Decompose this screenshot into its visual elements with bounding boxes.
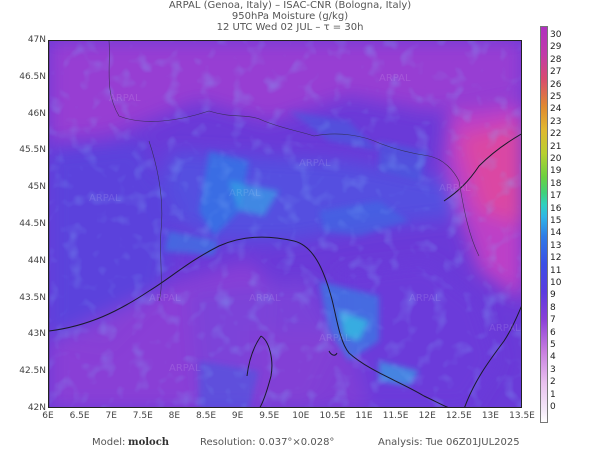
watermark: ARPAL: [439, 183, 471, 194]
lon-tick-label: 7.5E: [132, 411, 153, 421]
footer-analysis: Analysis: Tue 06Z01JUL2025: [378, 437, 520, 448]
colorbar-tick-label: 10: [550, 278, 562, 288]
colorbar-tick-label: 23: [550, 116, 562, 127]
colorbar-tick-label: 19: [550, 166, 562, 177]
lon-tick-label: 9E: [231, 411, 244, 421]
colorbar-tick-label: 21: [550, 141, 562, 152]
colorbar-tick-label: 16: [550, 203, 562, 214]
colorbar-tick-label: 7: [550, 315, 556, 326]
colorbar-tick-label: 28: [550, 54, 562, 65]
header-title-line1: ARPAL (Genoa, Italy) – ISAC-CNR (Bologna…: [168, 0, 412, 11]
colorbar-tick-label: 29: [550, 42, 562, 53]
watermark: ARPAL: [319, 333, 351, 344]
lon-tick-label: 13E: [481, 411, 499, 421]
colorbar-tick-label: 5: [550, 340, 556, 350]
lat-tick-label: 45N: [27, 182, 46, 193]
footer-resolution: Resolution: 0.037°×0.028°: [200, 437, 335, 448]
lat-tick-label: 43.5N: [19, 292, 46, 303]
watermark: ARPAL: [229, 188, 261, 199]
lon-tick-label: 11.5E: [382, 411, 409, 421]
field-texture: [49, 41, 521, 407]
moisture-map[interactable]: ARPAL ARPAL ARPAL ARPAL ARPAL ARPAL ARPAL ARPAL…: [48, 40, 522, 408]
lat-tick-label: 45.5N: [19, 145, 46, 156]
lat-tick-label: 46.5N: [19, 71, 46, 82]
lon-tick-label: 10.5E: [319, 411, 346, 421]
colorbar-tick-label: 11: [550, 265, 562, 276]
watermark: ARPAL: [89, 193, 121, 204]
header-title-line3: 12 UTC Wed 02 JUL – τ = 30h: [216, 22, 364, 33]
colorbar: [540, 26, 548, 423]
lon-tick-label: 7E: [105, 411, 117, 421]
lat-tick-label: 46N: [27, 108, 46, 119]
colorbar-tick-label: 24: [550, 104, 562, 115]
lon-tick-label: 13.5E: [509, 411, 535, 421]
lon-tick-label: 12E: [418, 411, 436, 421]
lat-tick-label: 47N: [27, 35, 46, 45]
colorbar-tick-label: 4: [550, 352, 556, 363]
borders: [49, 41, 480, 407]
lon-tick-label: 6.5E: [69, 411, 90, 421]
colorbar-tick-label: 14: [550, 228, 562, 239]
lon-tick-label: 6E: [42, 411, 54, 421]
lon-tick-label: 8E: [168, 411, 181, 421]
colorbar-tick-label: 30: [550, 30, 562, 40]
lon-tick-label: 10E: [292, 411, 310, 421]
colorbar-tick-label: 27: [550, 67, 562, 78]
colorbar-tick-label: 26: [550, 79, 562, 90]
colorbar-tick-label: 0: [550, 402, 556, 412]
moisture-field: ARPAL ARPAL ARPAL ARPAL ARPAL ARPAL ARPAL ARPAL…: [49, 41, 521, 407]
watermark: ARPAL: [299, 158, 331, 169]
colorbar-tick-label: 12: [550, 253, 562, 264]
footer-model-name: moloch: [128, 437, 170, 448]
colorbar-tick-label: 2: [550, 377, 556, 388]
colorbar-tick-label: 15: [550, 216, 562, 226]
colorbar-tick-label: 20: [550, 154, 562, 164]
lat-tick-label: 43N: [27, 329, 46, 340]
colorbar-tick-label: 25: [550, 92, 562, 102]
watermark: ARPAL: [169, 363, 201, 374]
watermark: ARPAL: [489, 323, 521, 334]
coastlines: [49, 133, 521, 407]
lon-tick-label: 8.5E: [196, 411, 216, 421]
watermark: ARPAL: [149, 293, 181, 304]
colorbar-tick-label: 18: [550, 178, 562, 189]
lat-tick-label: 44N: [27, 255, 46, 266]
watermark: ARPAL: [249, 293, 281, 304]
footer-model-label: Model:: [92, 437, 126, 448]
watermark: ARPAL: [109, 93, 141, 104]
colorbar-tick-label: 13: [550, 240, 562, 251]
colorbar-tick-label: 9: [550, 290, 556, 301]
colorbar-tick-label: 3: [550, 364, 556, 375]
watermark: ARPAL: [409, 293, 441, 304]
colorbar-tick-label: 8: [550, 302, 556, 313]
lon-tick-label: 12.5E: [445, 411, 472, 421]
lon-tick-label: 9.5E: [259, 411, 280, 421]
colorbar-tick-label: 6: [550, 327, 556, 338]
lat-tick-label: 42.5N: [19, 366, 46, 377]
colorbar-tick-label: 1: [550, 389, 556, 400]
lon-tick-label: 11E: [355, 411, 373, 421]
lat-tick-label: 42N: [27, 403, 46, 413]
watermark: ARPAL: [379, 73, 411, 84]
lat-tick-label: 44.5N: [19, 219, 46, 229]
colorbar-tick-label: 17: [550, 191, 562, 202]
colorbar-tick-label: 22: [550, 129, 562, 140]
header-title-line2: 950hPa Moisture (g/kg): [231, 11, 349, 22]
